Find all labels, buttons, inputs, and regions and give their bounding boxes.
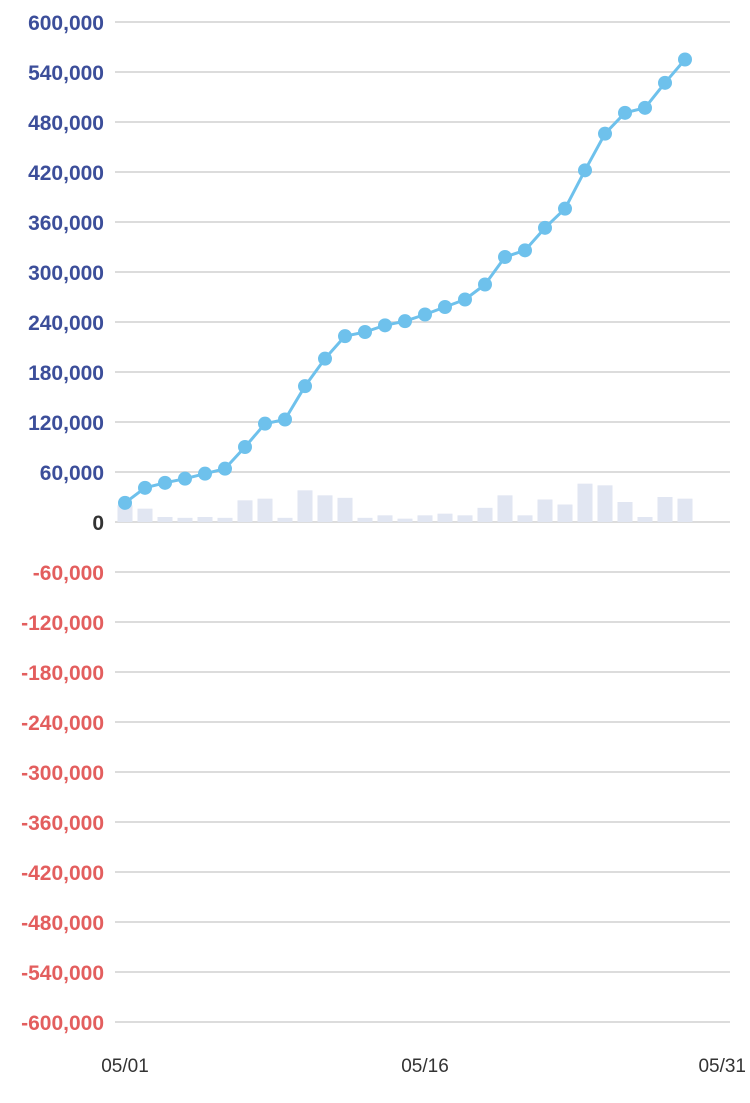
y-tick-label: -480,000 [21, 912, 104, 935]
data-point [638, 100, 652, 115]
bar-layer [117, 483, 693, 522]
x-tick-label: 05/16 [401, 1056, 449, 1077]
bar [297, 490, 313, 522]
y-tick-label: 180,000 [28, 362, 104, 385]
y-tick-label: 420,000 [28, 162, 104, 185]
y-tick-label: -180,000 [21, 662, 104, 685]
data-point [498, 250, 512, 264]
bar [577, 483, 593, 522]
bar [237, 500, 253, 522]
data-point [298, 379, 312, 394]
y-axis-labels: 600,000 540,000 480,000 420,000 360,000 300,0… [21, 12, 104, 1035]
bar [457, 515, 473, 522]
bar [537, 499, 553, 522]
bar [357, 517, 373, 522]
data-point [458, 292, 472, 307]
data-point [318, 351, 332, 366]
y-tick-label: 120,000 [28, 412, 104, 435]
data-point [358, 325, 372, 339]
data-point [438, 300, 452, 314]
y-tick-label: 480,000 [28, 112, 104, 135]
bar [677, 498, 693, 522]
data-point [658, 75, 672, 90]
data-point [158, 475, 172, 490]
bar [397, 518, 413, 522]
y-tick-label: -60,000 [33, 562, 104, 585]
bar [197, 517, 213, 522]
data-point [398, 314, 412, 329]
bar [597, 485, 613, 522]
bar [137, 508, 153, 522]
bar [477, 507, 493, 522]
data-point [558, 201, 572, 216]
y-tick-label: 60,000 [40, 462, 104, 485]
bar [637, 517, 653, 522]
bar [377, 515, 393, 522]
bar [557, 504, 573, 522]
bar [157, 517, 173, 522]
y-tick-label: -600,000 [21, 1012, 104, 1035]
y-tick-label: -240,000 [21, 712, 104, 735]
bar [437, 513, 453, 522]
data-point [198, 466, 212, 481]
bar [497, 495, 513, 522]
bar [417, 515, 433, 522]
data-point [138, 480, 152, 495]
data-point [218, 461, 232, 476]
data-point [258, 416, 272, 431]
data-point [278, 412, 292, 427]
line-layer [124, 58, 687, 505]
y-tick-label: 540,000 [28, 62, 104, 85]
data-point [538, 220, 552, 235]
bar [177, 517, 193, 522]
y-tick-label: 300,000 [28, 262, 104, 285]
bar [657, 497, 673, 522]
y-tick-label: -420,000 [21, 862, 104, 885]
data-point [618, 105, 632, 120]
y-tick-label: -540,000 [21, 962, 104, 985]
point-layer [118, 52, 692, 510]
data-point [338, 329, 352, 344]
data-point [678, 52, 692, 67]
data-point [118, 495, 132, 510]
bar [257, 498, 273, 522]
x-tick-label: 05/01 [101, 1056, 149, 1077]
bar [517, 515, 533, 522]
bar [117, 505, 133, 522]
y-tick-label: 0 [92, 512, 104, 535]
y-tick-label: 240,000 [28, 312, 104, 335]
data-point [478, 277, 492, 292]
bar [617, 502, 633, 522]
y-tick-label: -120,000 [21, 612, 104, 635]
data-point [418, 307, 432, 322]
y-tick-label: -360,000 [21, 812, 104, 835]
data-point [518, 243, 532, 258]
data-point [598, 126, 612, 141]
x-tick-label: 05/31 [698, 1056, 746, 1077]
data-point [578, 163, 592, 178]
y-tick-label: 360,000 [28, 212, 104, 235]
bar [277, 517, 293, 522]
bar [317, 495, 333, 522]
x-axis-labels: 05/01 05/16 05/31 [101, 1056, 746, 1077]
y-tick-label: -300,000 [21, 762, 104, 785]
y-tick-label: 600,000 [28, 12, 104, 35]
data-point [178, 471, 192, 486]
bar [337, 497, 353, 522]
series-line [124, 58, 687, 505]
bar [217, 517, 233, 522]
data-point [378, 318, 392, 333]
data-point [238, 440, 252, 454]
